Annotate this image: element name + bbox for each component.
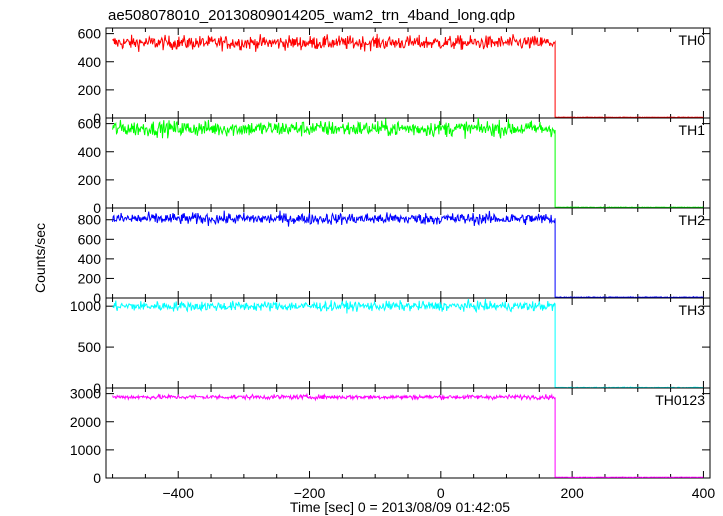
panel-th0: 0 200 400 600 TH0 (78, 26, 711, 126)
x-tick-label: −400 (162, 485, 194, 501)
y-tick-label: 3000 (70, 386, 101, 402)
y-tick-label: 2000 (70, 414, 101, 430)
panel-th2: 0 200 400 600 800 TH2 (78, 207, 711, 306)
x-tick-labels: −400 −200 0 200 400 (162, 485, 715, 501)
y-tick-label: 500 (78, 339, 102, 355)
y-tick-label: 600 (78, 26, 102, 42)
x-tick-label: −200 (294, 485, 326, 501)
y-tick-label: 0 (93, 380, 101, 396)
y-tick-label: 0 (93, 200, 101, 216)
panel-th1: 0 200 400 600 TH1 (78, 116, 711, 216)
x-axis-label: Time [sec] 0 = 2013/08/09 01:42:05 (290, 499, 510, 515)
panels-group: 0 200 400 600 TH0 0 200 400 600 TH1 0 200 400 600 800 T… (70, 26, 711, 486)
y-tick-label: 0 (93, 290, 101, 306)
y-tick-label: 400 (78, 251, 102, 267)
x-tick-label: 0 (437, 485, 445, 501)
series-line-th0123 (112, 392, 704, 479)
y-tick-label: 0 (93, 470, 101, 486)
y-tick-label: 200 (78, 172, 102, 188)
y-tick-label: 400 (78, 54, 102, 70)
y-tick-label: 200 (78, 82, 102, 98)
series-label: TH2 (679, 212, 706, 228)
x-tick-label: 200 (560, 485, 584, 501)
panel-frame (105, 297, 711, 389)
y-tick-label: 1000 (70, 442, 101, 458)
y-tick-label: 400 (78, 144, 102, 160)
y-tick-label: 200 (78, 270, 102, 286)
series-line-th0 (112, 33, 704, 119)
series-label: TH3 (679, 302, 706, 318)
series-line-th1 (112, 117, 704, 209)
panel-th0123: 0 1000 2000 3000 TH0123 (70, 386, 711, 486)
x-tick-label: 400 (692, 485, 716, 501)
y-axis-label: Counts/sec (32, 223, 48, 293)
y-tick-label: 1000 (70, 298, 101, 314)
series-line-th2 (112, 210, 704, 299)
y-tick-label: 0 (93, 110, 101, 126)
series-line-th3 (112, 298, 704, 389)
chart-title: ae508078010_20130809014205_wam2_trn_4ban… (108, 7, 515, 24)
series-label: TH0123 (655, 392, 705, 408)
series-label: TH0 (679, 32, 706, 48)
panel-th3: 0 500 1000 TH3 (70, 297, 711, 396)
y-tick-label: 800 (78, 212, 102, 228)
panel-frame (105, 387, 711, 479)
series-label: TH1 (679, 122, 706, 138)
y-tick-label: 600 (78, 231, 102, 247)
y-tick-label: 600 (78, 116, 102, 132)
